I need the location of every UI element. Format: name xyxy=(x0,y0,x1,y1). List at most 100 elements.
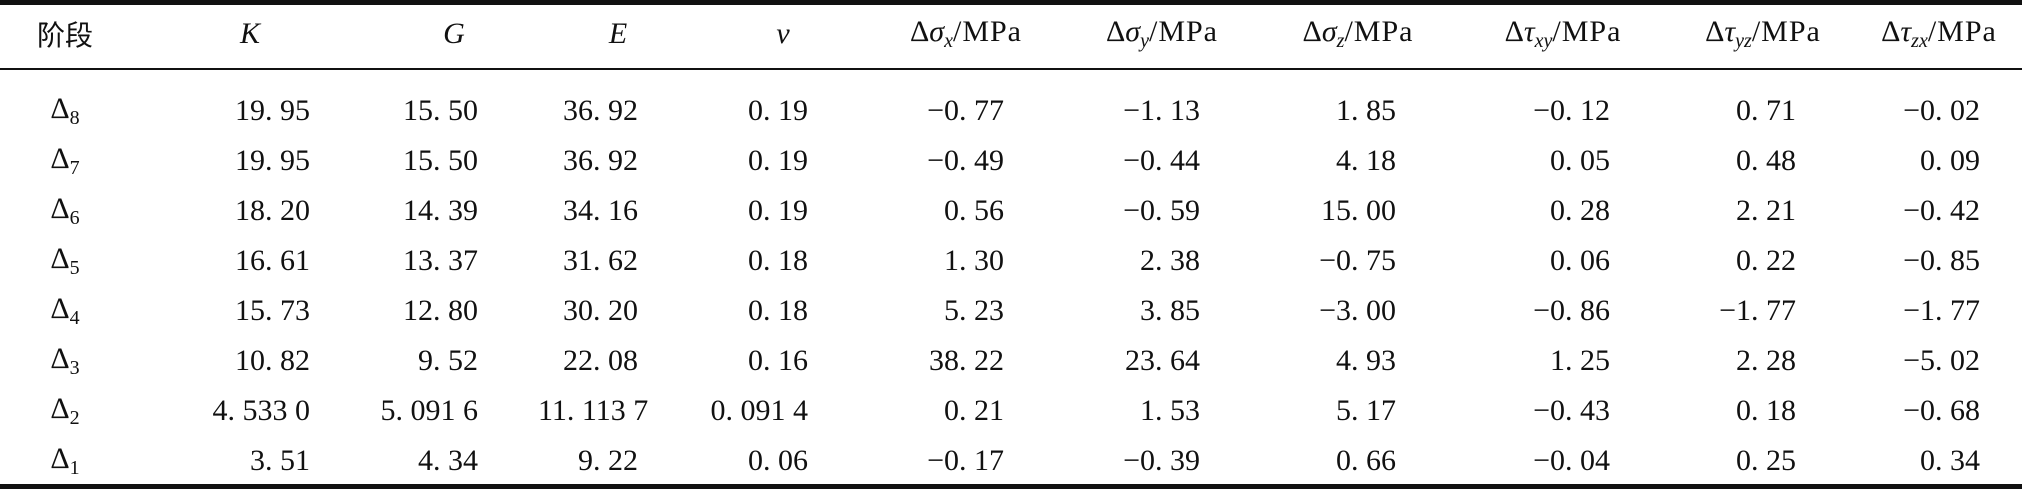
delta-sigma-z-cell: −3. 00 xyxy=(1319,294,1396,327)
table-row: Δ6 18. 20 14. 39 34. 16 0. 19 0. 56 −0. … xyxy=(0,186,2022,236)
delta-sigma-z-cell: 0. 66 xyxy=(1336,444,1396,477)
nu-cell: 0. 18 xyxy=(748,244,808,277)
table-row: Δ8 19. 95 15. 50 36. 92 0. 19 −0. 77 −1.… xyxy=(0,68,2022,136)
delta-tau-yz-cell: 2. 21 xyxy=(1736,194,1796,227)
delta-tau-yz-cell: 0. 71 xyxy=(1736,94,1796,127)
header-delta-sigma-y: Δσy/MPa xyxy=(1106,15,1218,52)
delta-tau-yz-cell: 0. 25 xyxy=(1736,444,1796,477)
k-cell: 15. 73 xyxy=(235,294,310,327)
table-row: Δ2 4. 533 0 5. 091 6 11. 113 7 0. 091 4 … xyxy=(0,386,2022,436)
header-stage: 阶段 xyxy=(36,19,93,52)
stage-cell: Δ6 xyxy=(50,192,80,229)
delta-sigma-x-cell: 1. 30 xyxy=(944,244,1004,277)
k-cell: 16. 61 xyxy=(235,244,310,277)
delta-sigma-x-cell: −0. 17 xyxy=(927,444,1004,477)
header-delta-tau-yz: Δτyz/MPa xyxy=(1705,15,1821,52)
e-cell: 22. 08 xyxy=(563,344,638,377)
delta-sigma-z-cell: 4. 18 xyxy=(1336,144,1396,177)
e-cell: 9. 22 xyxy=(578,444,638,477)
delta-tau-xy-cell: −0. 12 xyxy=(1533,94,1610,127)
header-nu: ν xyxy=(776,17,790,50)
delta-sigma-z-cell: 4. 93 xyxy=(1336,344,1396,377)
stage-cell: Δ7 xyxy=(50,142,80,179)
delta-sigma-y-cell: 23. 64 xyxy=(1125,344,1200,377)
stage-cell: Δ3 xyxy=(50,342,80,379)
stage-cell: Δ5 xyxy=(50,242,80,279)
delta-sigma-y-cell: −0. 44 xyxy=(1123,144,1200,177)
e-cell: 11. 113 7 xyxy=(538,394,649,427)
e-cell: 31. 62 xyxy=(563,244,638,277)
g-cell: 15. 50 xyxy=(403,144,478,177)
delta-tau-yz-cell: 0. 48 xyxy=(1736,144,1796,177)
e-cell: 30. 20 xyxy=(563,294,638,327)
k-cell: 19. 95 xyxy=(235,144,310,177)
nu-cell: 0. 18 xyxy=(748,294,808,327)
delta-sigma-y-cell: −0. 39 xyxy=(1123,444,1200,477)
k-cell: 3. 51 xyxy=(250,444,310,477)
table-top-rule xyxy=(0,0,2022,5)
header-e: E xyxy=(608,17,628,50)
g-cell: 9. 52 xyxy=(418,344,478,377)
e-cell: 34. 16 xyxy=(563,194,638,227)
delta-tau-zx-cell: −0. 42 xyxy=(1903,194,1980,227)
table-body: Δ8 19. 95 15. 50 36. 92 0. 19 −0. 77 −1.… xyxy=(0,68,2022,486)
header-row: 阶段 K G E ν Δσx/MPa Δσy/MPa Δσz/MPa Δτxy/… xyxy=(0,0,2022,68)
stage-cell: Δ2 xyxy=(50,392,80,429)
nu-cell: 0. 091 4 xyxy=(710,394,809,427)
delta-tau-xy-cell: −0. 43 xyxy=(1533,394,1610,427)
header-delta-tau-xy: Δτxy/MPa xyxy=(1504,15,1622,52)
table-row: Δ1 3. 51 4. 34 9. 22 0. 06 −0. 17 −0. 39… xyxy=(0,436,2022,486)
nu-cell: 0. 19 xyxy=(748,144,808,177)
delta-sigma-y-cell: 1. 53 xyxy=(1140,394,1200,427)
delta-tau-xy-cell: 0. 06 xyxy=(1550,244,1610,277)
delta-tau-zx-cell: −5. 02 xyxy=(1903,344,1980,377)
delta-tau-xy-cell: 1. 25 xyxy=(1550,344,1610,377)
header-delta-sigma-z: Δσz/MPa xyxy=(1302,15,1414,52)
delta-sigma-y-cell: −0. 59 xyxy=(1123,194,1200,227)
e-cell: 36. 92 xyxy=(563,94,638,127)
table-row: Δ7 19. 95 15. 50 36. 92 0. 19 −0. 49 −0.… xyxy=(0,136,2022,186)
delta-sigma-z-cell: 1. 85 xyxy=(1336,94,1396,127)
g-cell: 5. 091 6 xyxy=(380,394,479,427)
delta-sigma-x-cell: −0. 77 xyxy=(927,94,1004,127)
table-header: 阶段 K G E ν Δσx/MPa Δσy/MPa Δσz/MPa Δτxy/… xyxy=(0,0,2022,68)
g-cell: 13. 37 xyxy=(403,244,478,277)
g-cell: 14. 39 xyxy=(403,194,478,227)
header-delta-sigma-x: Δσx/MPa xyxy=(910,15,1022,52)
table-header-rule xyxy=(0,68,2022,70)
delta-sigma-x-cell: 38. 22 xyxy=(929,344,1004,377)
delta-sigma-x-cell: 0. 56 xyxy=(944,194,1004,227)
delta-sigma-x-cell: 0. 21 xyxy=(944,394,1004,427)
delta-sigma-x-cell: −0. 49 xyxy=(927,144,1004,177)
delta-tau-zx-cell: −0. 68 xyxy=(1903,394,1980,427)
delta-sigma-z-cell: 15. 00 xyxy=(1321,194,1396,227)
delta-sigma-z-cell: −0. 75 xyxy=(1319,244,1396,277)
delta-tau-yz-cell: 2. 28 xyxy=(1736,344,1796,377)
delta-tau-zx-cell: −1. 77 xyxy=(1903,294,1980,327)
stage-cell: Δ1 xyxy=(50,442,80,479)
delta-sigma-x-cell: 5. 23 xyxy=(944,294,1004,327)
g-cell: 15. 50 xyxy=(403,94,478,127)
delta-sigma-y-cell: 2. 38 xyxy=(1140,244,1200,277)
delta-tau-zx-cell: −0. 85 xyxy=(1903,244,1980,277)
e-cell: 36. 92 xyxy=(563,144,638,177)
nu-cell: 0. 16 xyxy=(748,344,808,377)
nu-cell: 0. 19 xyxy=(748,194,808,227)
delta-sigma-z-cell: 5. 17 xyxy=(1336,394,1396,427)
delta-tau-yz-cell: 0. 22 xyxy=(1736,244,1796,277)
delta-tau-xy-cell: −0. 86 xyxy=(1533,294,1610,327)
header-delta-tau-zx: Δτzx/MPa xyxy=(1881,15,1997,52)
delta-tau-zx-cell: −0. 02 xyxy=(1903,94,1980,127)
nu-cell: 0. 19 xyxy=(748,94,808,127)
stage-cell: Δ8 xyxy=(50,92,80,129)
delta-tau-yz-cell: −1. 77 xyxy=(1719,294,1796,327)
delta-tau-xy-cell: 0. 28 xyxy=(1550,194,1610,227)
k-cell: 10. 82 xyxy=(235,344,310,377)
table-bottom-rule xyxy=(0,484,2022,489)
delta-tau-zx-cell: 0. 09 xyxy=(1920,144,1980,177)
nu-cell: 0. 06 xyxy=(748,444,808,477)
k-cell: 19. 95 xyxy=(235,94,310,127)
delta-tau-yz-cell: 0. 18 xyxy=(1736,394,1796,427)
